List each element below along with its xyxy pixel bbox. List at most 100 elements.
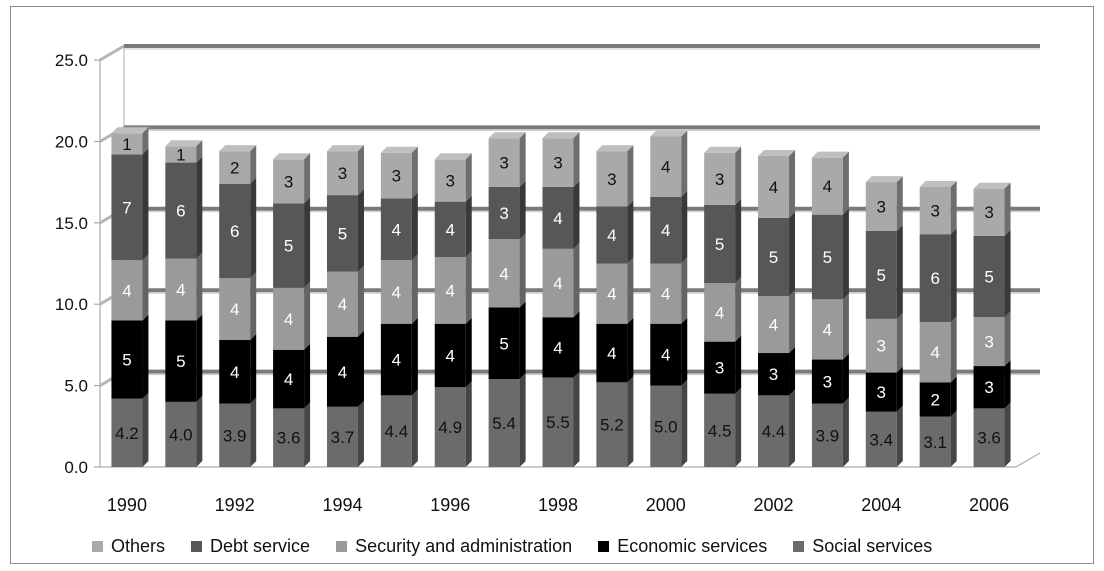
data-label-others-1992: 2 <box>230 158 239 177</box>
bar-social-services-2003-side <box>842 397 849 467</box>
bar-social-services-1993 <box>273 408 305 467</box>
bar-economic-services-2003 <box>811 359 843 404</box>
bar-others-1998-side <box>573 132 580 187</box>
data-label-economic-services-1992: 4 <box>230 363 239 382</box>
data-label-social-services-1997: 5.4 <box>492 414 516 433</box>
bar-security-and-administration-1991-side <box>196 252 203 321</box>
bar-economic-services-1996 <box>434 323 466 388</box>
bar-economic-services-2000 <box>650 323 682 386</box>
bar-others-2005 <box>919 186 951 235</box>
bar-others-1996-side <box>465 153 472 202</box>
legend-swatch-economic-services <box>598 541 610 552</box>
bar-social-services-2005-side <box>950 410 957 467</box>
bar-social-services-1998-side <box>573 371 580 467</box>
bar-debt-service-1991-side <box>196 156 203 259</box>
data-label-others-1999: 3 <box>607 170 616 189</box>
bar-debt-service-1995-side <box>411 192 418 261</box>
data-label-social-services-2002: 4.4 <box>762 422 786 441</box>
bar-debt-service-2006 <box>973 235 1005 318</box>
bar-economic-services-1992-side <box>250 334 257 404</box>
data-label-debt-service-2004: 5 <box>877 266 886 285</box>
bar-economic-services-1998 <box>542 317 574 378</box>
bar-security-and-administration-1996 <box>434 256 466 324</box>
bar-debt-service-2002 <box>758 217 790 297</box>
bar-others-1995 <box>380 152 412 199</box>
data-label-others-2002: 4 <box>769 178 778 197</box>
bar-others-1999-side <box>627 145 634 207</box>
data-label-economic-services-1990: 5 <box>122 351 131 370</box>
data-label-economic-services-2001: 3 <box>715 359 724 378</box>
data-label-debt-service-1995: 4 <box>392 220 401 239</box>
data-label-social-services-1999: 5.2 <box>600 416 624 435</box>
bar-social-services-1994-side <box>357 400 364 467</box>
bar-security-and-administration-2002 <box>758 296 790 354</box>
data-label-social-services-2001: 4.5 <box>708 421 732 440</box>
data-label-others-1993: 3 <box>284 172 293 191</box>
bar-economic-services-1990-side <box>142 314 149 399</box>
bar-security-and-administration-2001-side <box>735 277 742 342</box>
bar-social-services-2001 <box>704 393 736 467</box>
bar-economic-services-2002-side <box>789 347 796 396</box>
bar-economic-services-2001-side <box>735 335 742 394</box>
data-label-security-and-administration-1997: 4 <box>499 264 508 283</box>
bar-others-2002 <box>758 156 790 218</box>
bar-debt-service-1991 <box>165 162 197 259</box>
bar-others-2004-top <box>865 176 903 183</box>
data-label-social-services-1995: 4.4 <box>385 422 409 441</box>
bar-others-2002-side <box>789 150 796 218</box>
bar-economic-services-1997-side <box>519 301 526 380</box>
data-label-others-1995: 3 <box>392 167 401 186</box>
bar-economic-services-1993-side <box>304 343 311 409</box>
data-label-economic-services-2005: 2 <box>930 390 939 409</box>
bar-social-services-2003 <box>811 403 843 467</box>
bar-security-and-administration-2004 <box>865 318 897 373</box>
data-label-social-services-1993: 3.6 <box>277 429 301 448</box>
legend-item-others: Others <box>92 536 165 557</box>
bar-others-1998 <box>542 138 574 187</box>
data-label-debt-service-1998: 4 <box>553 209 562 228</box>
bar-security-and-administration-2006-side <box>1004 311 1011 367</box>
bar-others-2006-top <box>973 182 1011 189</box>
data-label-debt-service-1990: 7 <box>122 198 131 217</box>
bar-others-1992 <box>219 151 251 184</box>
data-label-economic-services-2000: 4 <box>661 346 670 365</box>
y-tick-label: 20.0 <box>55 132 88 151</box>
data-label-social-services-2003: 3.9 <box>816 426 840 445</box>
bar-social-services-1997 <box>488 379 520 467</box>
data-label-security-and-administration-2002: 4 <box>769 316 778 335</box>
y-tick-label: 10.0 <box>55 295 88 314</box>
bar-debt-service-2004 <box>865 230 897 319</box>
data-label-others-2000: 4 <box>661 158 670 177</box>
bar-others-2001-side <box>735 146 742 205</box>
bar-security-and-administration-1992 <box>219 278 251 341</box>
bar-debt-service-1999-side <box>627 200 634 264</box>
data-label-security-and-administration-2005: 4 <box>930 343 939 362</box>
gridline-diagonal <box>99 44 125 62</box>
bar-security-and-administration-1993-side <box>304 281 311 350</box>
bar-social-services-1996 <box>434 387 466 467</box>
data-label-debt-service-2000: 4 <box>661 221 670 240</box>
bar-others-2001 <box>704 152 736 205</box>
bar-others-2002-top <box>758 150 796 157</box>
bar-economic-services-2005-side <box>950 376 957 417</box>
bar-economic-services-1992 <box>219 340 251 404</box>
bar-security-and-administration-1999 <box>596 263 628 324</box>
bar-debt-service-2000-side <box>681 190 688 264</box>
bar-others-2006 <box>973 188 1005 236</box>
data-label-debt-service-2001: 5 <box>715 235 724 254</box>
data-label-security-and-administration-1990: 4 <box>122 281 131 300</box>
bar-debt-service-2004-side <box>896 224 903 319</box>
bar-debt-service-1998 <box>542 186 574 249</box>
bar-security-and-administration-1997-side <box>519 233 526 308</box>
bar-others-2000-side <box>681 130 688 197</box>
data-label-security-and-administration-1995: 4 <box>392 283 401 302</box>
bar-security-and-administration-2002-side <box>789 290 796 354</box>
x-tick-label-1992: 1992 <box>215 495 255 515</box>
data-label-security-and-administration-1999: 4 <box>607 285 616 304</box>
data-label-security-and-administration-1998: 4 <box>553 274 562 293</box>
data-label-others-2003: 4 <box>823 177 832 196</box>
bar-others-1994-top <box>326 145 364 152</box>
bar-others-1995-side <box>411 146 418 199</box>
bar-others-1994 <box>326 151 358 196</box>
x-tick-label-2004: 2004 <box>861 495 901 515</box>
